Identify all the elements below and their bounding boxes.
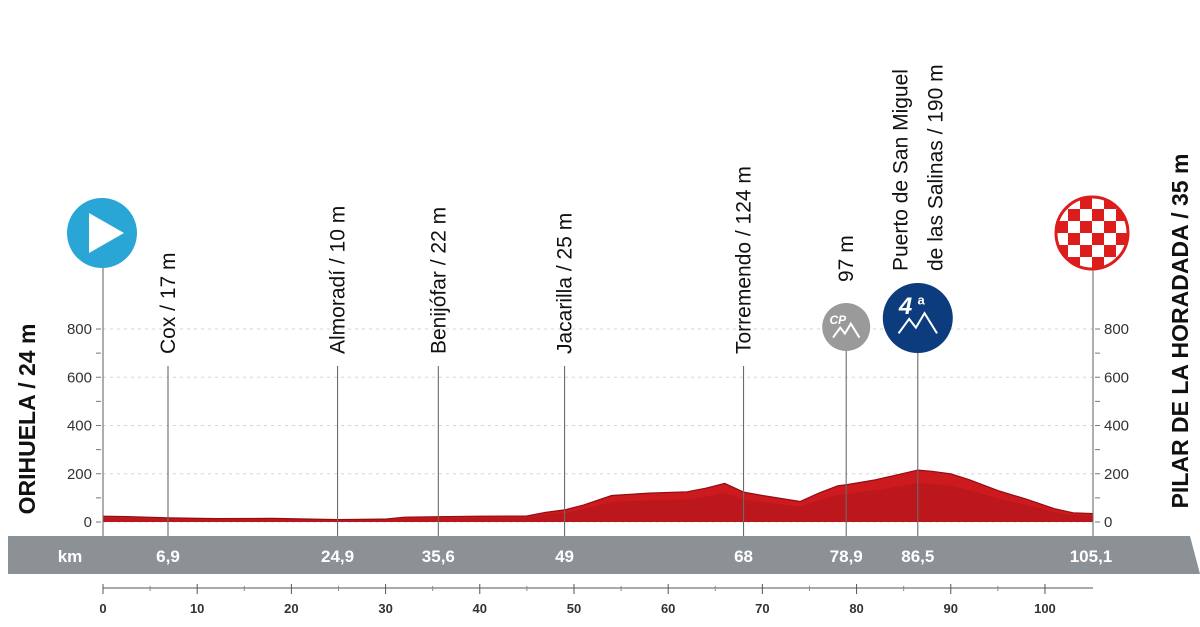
- y-tick-label-left: 0: [84, 514, 92, 531]
- play-triangle: [89, 213, 124, 253]
- y-tick-label-right: 600: [1104, 369, 1129, 386]
- finish-square: [1116, 233, 1128, 245]
- waypoint-label: Benijófar / 22 m: [427, 207, 450, 354]
- finish-square: [1104, 245, 1116, 257]
- km-band-value-end: 105,1: [1070, 547, 1113, 566]
- finish-square: [1080, 197, 1092, 209]
- waypoint-label: de las Salinas / 190 m: [924, 64, 947, 271]
- x-tick-label: 50: [567, 601, 581, 616]
- x-tick-label: 10: [190, 601, 204, 616]
- km-band-label: km: [58, 547, 83, 566]
- waypoint-label: 97 m: [835, 235, 858, 282]
- x-tick-label: 30: [378, 601, 392, 616]
- finish-square: [1068, 233, 1080, 245]
- y-tick-label-right: 0: [1104, 514, 1112, 531]
- y-tick-label-left: 400: [67, 418, 92, 435]
- y-tick-label-right: 200: [1104, 466, 1129, 483]
- finish-checkered-icon: [1054, 195, 1130, 271]
- elevation-line: [102, 469, 1094, 521]
- finish-square: [1068, 209, 1080, 221]
- finish-ring: [1054, 195, 1130, 271]
- y-tick-label-left: 200: [67, 466, 92, 483]
- x-tick-label: 0: [99, 601, 106, 616]
- km-band-value: 49: [555, 547, 574, 566]
- km-band-value: 35,6: [422, 547, 455, 566]
- y-tick-label-left: 600: [67, 369, 92, 386]
- waypoint-label: Torremendo / 124 m: [733, 166, 756, 354]
- badge-text: CP: [829, 313, 847, 327]
- finish-label: PILAR DE LA HORADADA / 35 m: [1167, 154, 1193, 509]
- waypoint-label: Cox / 17 m: [157, 252, 180, 354]
- elevation-area-shading: [103, 483, 1093, 522]
- finish-square: [1080, 221, 1092, 233]
- badge-text: 4: [898, 293, 912, 320]
- x-tick-label: 90: [944, 601, 958, 616]
- km-band-value: 6,9: [156, 547, 180, 566]
- start-label: ORIHUELA / 24 m: [14, 324, 40, 515]
- x-tick-label: 60: [661, 601, 675, 616]
- mountain-glyph: [832, 321, 861, 339]
- x-tick-label: 70: [755, 601, 769, 616]
- waypoint-label: Puerto de San Miguel: [889, 69, 912, 271]
- finish-square: [1092, 209, 1104, 221]
- x-tick-label: 40: [473, 601, 487, 616]
- km-band: [8, 536, 1200, 574]
- badge-circle: [882, 283, 953, 353]
- km-band-value: 68: [734, 547, 753, 566]
- badge-circle: [822, 303, 871, 351]
- km-band-value: 78,9: [830, 547, 863, 566]
- start-marker: [67, 198, 137, 268]
- x-tick-label: 80: [849, 601, 863, 616]
- km-band-value: 86,5: [901, 547, 934, 566]
- finish-square: [1092, 257, 1104, 269]
- x-tick-label: 20: [284, 601, 298, 616]
- mountain-glyph: [897, 311, 938, 334]
- y-tick-label-right: 400: [1104, 418, 1129, 435]
- km-band-value: 24,9: [321, 547, 354, 566]
- checkpoint-mountain-icon: CP: [822, 303, 871, 351]
- y-tick-label-right: 800: [1104, 321, 1129, 338]
- finish-square: [1080, 245, 1092, 257]
- badge-sup: a: [918, 293, 926, 308]
- finish-square: [1104, 221, 1116, 233]
- x-tick-label: 100: [1034, 601, 1056, 616]
- finish-square: [1056, 221, 1068, 233]
- y-tick-label-left: 800: [67, 321, 92, 338]
- elevation-area: [103, 470, 1093, 522]
- finish-checkers: [1056, 197, 1128, 269]
- waypoint-label: Almoradí / 10 m: [327, 206, 350, 354]
- waypoint-label: Jacarilla / 25 m: [554, 213, 577, 354]
- finish-square: [1092, 233, 1104, 245]
